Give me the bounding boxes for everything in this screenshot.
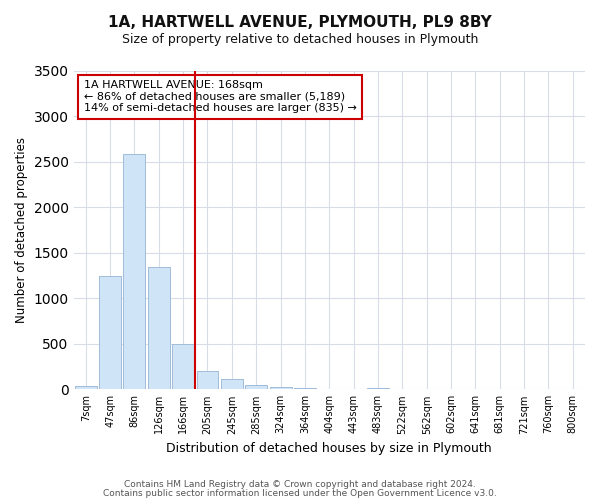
Text: 1A HARTWELL AVENUE: 168sqm
← 86% of detached houses are smaller (5,189)
14% of s: 1A HARTWELL AVENUE: 168sqm ← 86% of deta… xyxy=(84,80,356,114)
Bar xyxy=(75,386,97,390)
X-axis label: Distribution of detached houses by size in Plymouth: Distribution of detached houses by size … xyxy=(166,442,492,455)
Y-axis label: Number of detached properties: Number of detached properties xyxy=(15,137,28,323)
Bar xyxy=(124,154,145,390)
Bar xyxy=(319,388,340,390)
Bar xyxy=(221,380,243,390)
Bar xyxy=(367,388,389,390)
Text: Contains HM Land Registry data © Crown copyright and database right 2024.: Contains HM Land Registry data © Crown c… xyxy=(124,480,476,489)
Bar xyxy=(148,267,170,390)
Text: 1A, HARTWELL AVENUE, PLYMOUTH, PL9 8BY: 1A, HARTWELL AVENUE, PLYMOUTH, PL9 8BY xyxy=(108,15,492,30)
Bar xyxy=(197,371,218,390)
Text: Contains public sector information licensed under the Open Government Licence v3: Contains public sector information licen… xyxy=(103,488,497,498)
Bar xyxy=(294,388,316,390)
Bar xyxy=(245,385,267,390)
Text: Size of property relative to detached houses in Plymouth: Size of property relative to detached ho… xyxy=(122,32,478,46)
Bar xyxy=(269,388,292,390)
Bar xyxy=(99,276,121,390)
Bar xyxy=(172,344,194,390)
